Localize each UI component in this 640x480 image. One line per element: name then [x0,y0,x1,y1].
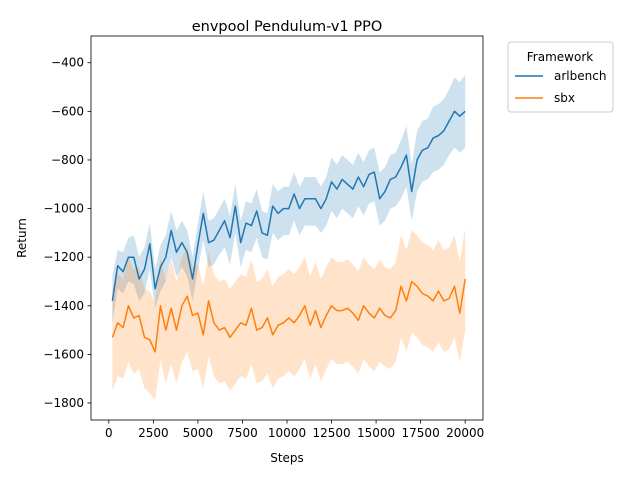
x-tick-label: 10000 [268,426,306,440]
legend: Framework arlbench sbx [507,41,614,113]
x-tick-label: 7500 [227,426,258,440]
y-tick-label: −400 [51,56,84,70]
y-tick-label: −1200 [43,250,84,264]
x-tick-label: 17500 [402,426,440,440]
y-tick-label: −1600 [43,347,84,361]
legend-label-sbx: sbx [554,91,575,105]
series-line-sbx [111,278,466,353]
legend-title: Framework [527,50,593,64]
x-tick-label: 12500 [312,426,350,440]
y-axis-title: Return [15,218,29,258]
y-tick-label: −1800 [43,396,84,410]
y-tick-label: −1400 [43,299,84,313]
series-line-arlbench [111,110,466,302]
band-sbx [112,228,466,401]
x-tick-label: 2500 [138,426,169,440]
chart-title: envpool Pendulum-v1 PPO [192,19,383,35]
y-tick-label: −800 [51,153,84,167]
legend-label-arlbench: arlbench [554,69,606,83]
x-tick-label: 5000 [183,426,214,440]
x-axis-title: Steps [270,451,304,465]
legend-box [507,41,614,113]
band-arlbench [112,74,466,323]
x-tick-label: 0 [105,426,113,440]
x-tick-label: 20000 [446,426,484,440]
y-tick-label: −1000 [43,202,84,216]
x-tick-label: 15000 [357,426,395,440]
plot-area: 0 2500 5000 7500 10000 12500 15000 17500 20000 −1… [43,35,484,440]
y-tick-label: −600 [51,104,84,118]
